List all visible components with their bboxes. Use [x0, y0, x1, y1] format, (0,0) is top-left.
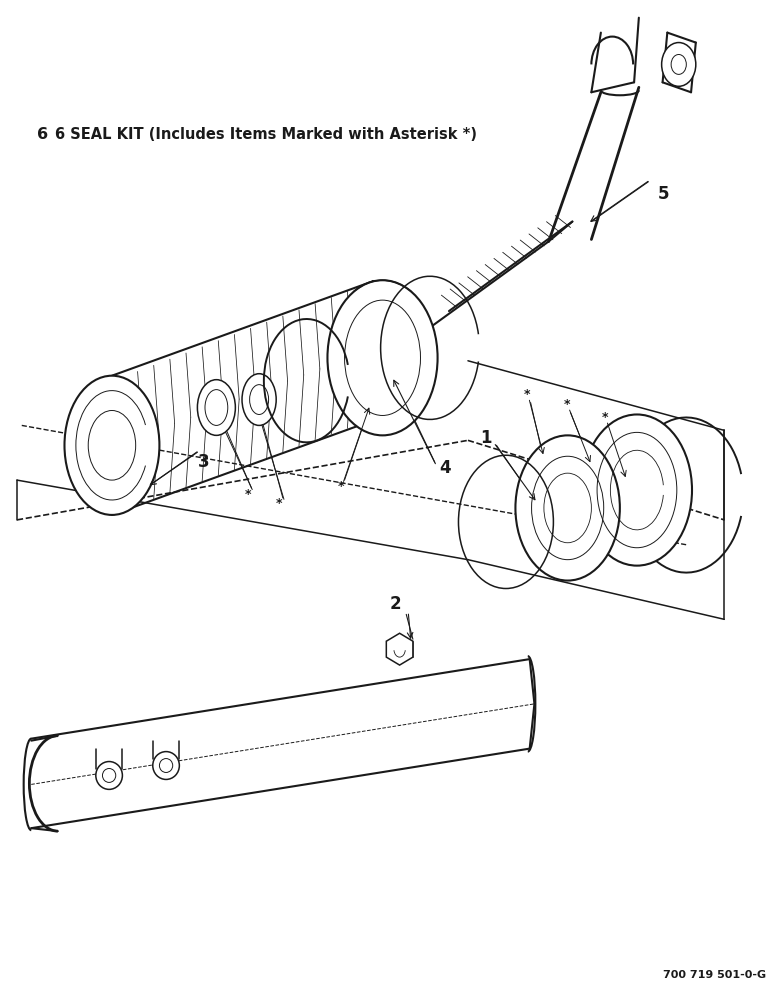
Ellipse shape: [515, 435, 620, 581]
Text: 1: 1: [480, 429, 492, 447]
Text: *: *: [601, 411, 608, 424]
Text: 6: 6: [37, 127, 48, 142]
Ellipse shape: [242, 374, 276, 425]
Text: *: *: [337, 480, 344, 493]
Text: *: *: [564, 398, 570, 411]
Text: 4: 4: [440, 459, 451, 477]
Text: 6 SEAL KIT (Includes Items Marked with Asterisk *): 6 SEAL KIT (Includes Items Marked with A…: [55, 127, 477, 142]
Text: 700 719 501-0-G: 700 719 501-0-G: [662, 970, 766, 980]
Ellipse shape: [198, 380, 235, 435]
Polygon shape: [387, 633, 413, 665]
Text: *: *: [245, 488, 251, 501]
Text: *: *: [276, 497, 282, 510]
Ellipse shape: [582, 414, 692, 566]
Text: *: *: [524, 388, 530, 401]
Ellipse shape: [662, 43, 696, 86]
Ellipse shape: [328, 280, 437, 435]
Ellipse shape: [153, 752, 180, 779]
Ellipse shape: [96, 762, 122, 789]
Text: 3: 3: [198, 453, 209, 471]
Text: 5: 5: [658, 185, 670, 203]
Text: 2: 2: [390, 595, 401, 613]
Ellipse shape: [64, 376, 159, 515]
